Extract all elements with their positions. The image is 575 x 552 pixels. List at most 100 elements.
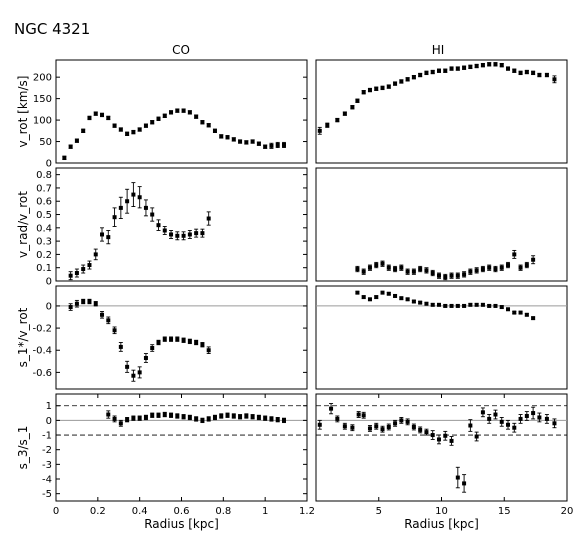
data-marker [430,302,435,307]
data-point [187,338,192,345]
data-point [342,422,347,430]
data-point [518,264,523,271]
data-point [87,298,92,305]
data-marker [424,70,429,75]
data-point [256,141,261,146]
panel-frame [315,285,568,390]
data-point [87,115,92,121]
data-marker [399,265,404,270]
data-point [449,66,454,71]
data-marker [181,338,186,343]
data-point [443,430,448,441]
data-marker [487,265,492,270]
data-point [524,261,529,269]
data-point [200,417,205,424]
data-point [411,423,416,431]
data-point [118,342,123,352]
data-point [93,301,98,307]
data-point [187,110,192,115]
data-point [487,264,492,271]
data-marker [269,416,274,421]
data-marker [524,70,529,75]
data-point [524,312,529,317]
data-point [386,291,391,296]
data-point [443,303,448,308]
data-marker [462,303,467,308]
data-marker [131,373,136,378]
data-point [493,409,498,420]
data-marker [275,417,280,422]
data-marker [206,416,211,421]
data-marker [212,415,217,420]
x-tick-label: 0.2 [90,506,106,517]
y-axis-label: v_rot [km/s] [16,76,30,148]
data-marker [118,127,123,132]
data-point [112,207,117,227]
data-marker [493,267,498,272]
data-marker [468,423,473,428]
panel-co-vrad: 0 0.1 0.2 0.3 0.4 0.5 0.6 0.7 0.8 v_rad/v_rot [16,167,308,288]
data-point [131,415,136,421]
data-marker [436,437,441,442]
panel-hi-vrad [315,167,568,282]
data-point [231,137,236,142]
data-point [112,123,117,128]
data-marker [256,141,261,146]
panel-frame [315,59,568,164]
data-marker [335,416,340,421]
data-marker [544,73,549,78]
data-point [418,265,423,273]
data-marker [150,212,155,217]
column-title-co: CO [172,43,190,57]
data-point [468,419,473,432]
data-marker [405,269,410,274]
data-point [386,264,391,271]
data-marker [361,295,366,300]
data-point [169,336,174,342]
data-point [443,273,448,281]
data-point [137,415,142,421]
data-point [512,422,517,433]
data-point [552,418,557,429]
data-marker [399,296,404,301]
data-marker [361,413,366,418]
data-marker [468,64,473,69]
x-axis-label: Radius [kpc] [404,517,479,531]
data-point [462,474,467,493]
data-point [380,260,385,267]
x-tick-label: 1 [262,506,268,517]
data-point [474,431,479,442]
data-marker [361,269,366,274]
data-point [468,302,473,307]
data-marker [244,140,249,145]
data-marker [156,223,161,228]
data-marker [131,416,136,421]
data-marker [537,415,542,420]
data-point [524,411,529,421]
data-marker [367,297,372,302]
data-point [275,417,280,423]
data-marker [380,85,385,90]
data-point [399,296,404,301]
data-point [329,403,334,415]
y-tick-label: 50 [39,137,52,148]
data-marker [118,205,123,210]
data-marker [455,66,460,71]
y-tick-label: 0.4 [36,223,52,234]
data-point [430,302,435,307]
data-point [531,406,536,420]
data-point [380,290,385,295]
data-marker [424,268,429,273]
data-marker [487,303,492,308]
data-marker [281,142,286,147]
data-marker [187,339,192,344]
y-tick-label: 0 [46,277,52,288]
data-marker [156,413,161,418]
y-tick-label: -3 [42,460,52,471]
data-marker [250,414,255,419]
data-point [100,311,105,319]
data-marker [386,84,391,89]
data-point [206,123,211,128]
data-marker [424,301,429,306]
data-point [424,267,429,274]
